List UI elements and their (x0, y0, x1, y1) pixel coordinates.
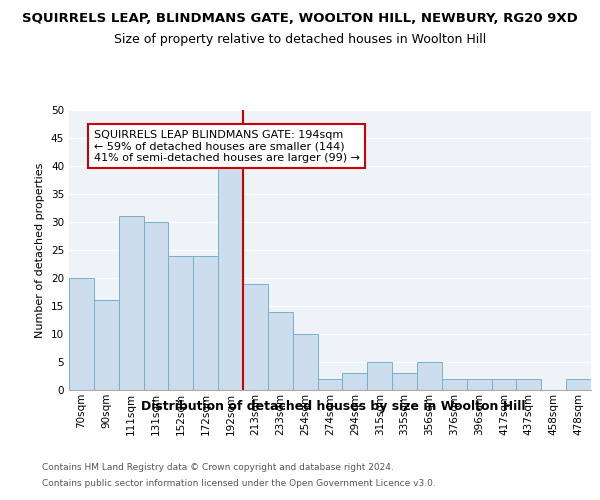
Text: Contains public sector information licensed under the Open Government Licence v3: Contains public sector information licen… (42, 479, 436, 488)
Bar (243, 284, 268, 390)
Bar (293, 334, 317, 390)
Bar (169, 256, 193, 390)
Bar (367, 362, 392, 390)
Bar (517, 379, 541, 390)
Text: SQUIRRELS LEAP, BLINDMANS GATE, WOOLTON HILL, NEWBURY, RG20 9XD: SQUIRRELS LEAP, BLINDMANS GATE, WOOLTON … (22, 12, 578, 26)
Bar (392, 373, 417, 390)
Bar (467, 379, 491, 390)
Bar (417, 362, 442, 390)
Bar (442, 379, 467, 390)
Bar (566, 379, 591, 390)
Bar (491, 379, 517, 390)
Y-axis label: Number of detached properties: Number of detached properties (35, 162, 46, 338)
Text: Distribution of detached houses by size in Woolton Hill: Distribution of detached houses by size … (141, 400, 525, 413)
Bar (268, 312, 293, 390)
Bar (69, 278, 94, 390)
Bar (119, 216, 143, 390)
Text: SQUIRRELS LEAP BLINDMANS GATE: 194sqm
← 59% of detached houses are smaller (144): SQUIRRELS LEAP BLINDMANS GATE: 194sqm ← … (94, 130, 360, 163)
Bar (143, 222, 169, 390)
Text: Contains HM Land Registry data © Crown copyright and database right 2024.: Contains HM Land Registry data © Crown c… (42, 462, 394, 471)
Bar (94, 300, 119, 390)
Text: Size of property relative to detached houses in Woolton Hill: Size of property relative to detached ho… (114, 32, 486, 46)
Bar (193, 256, 218, 390)
Bar (218, 160, 243, 390)
Bar (343, 373, 367, 390)
Bar (317, 379, 343, 390)
